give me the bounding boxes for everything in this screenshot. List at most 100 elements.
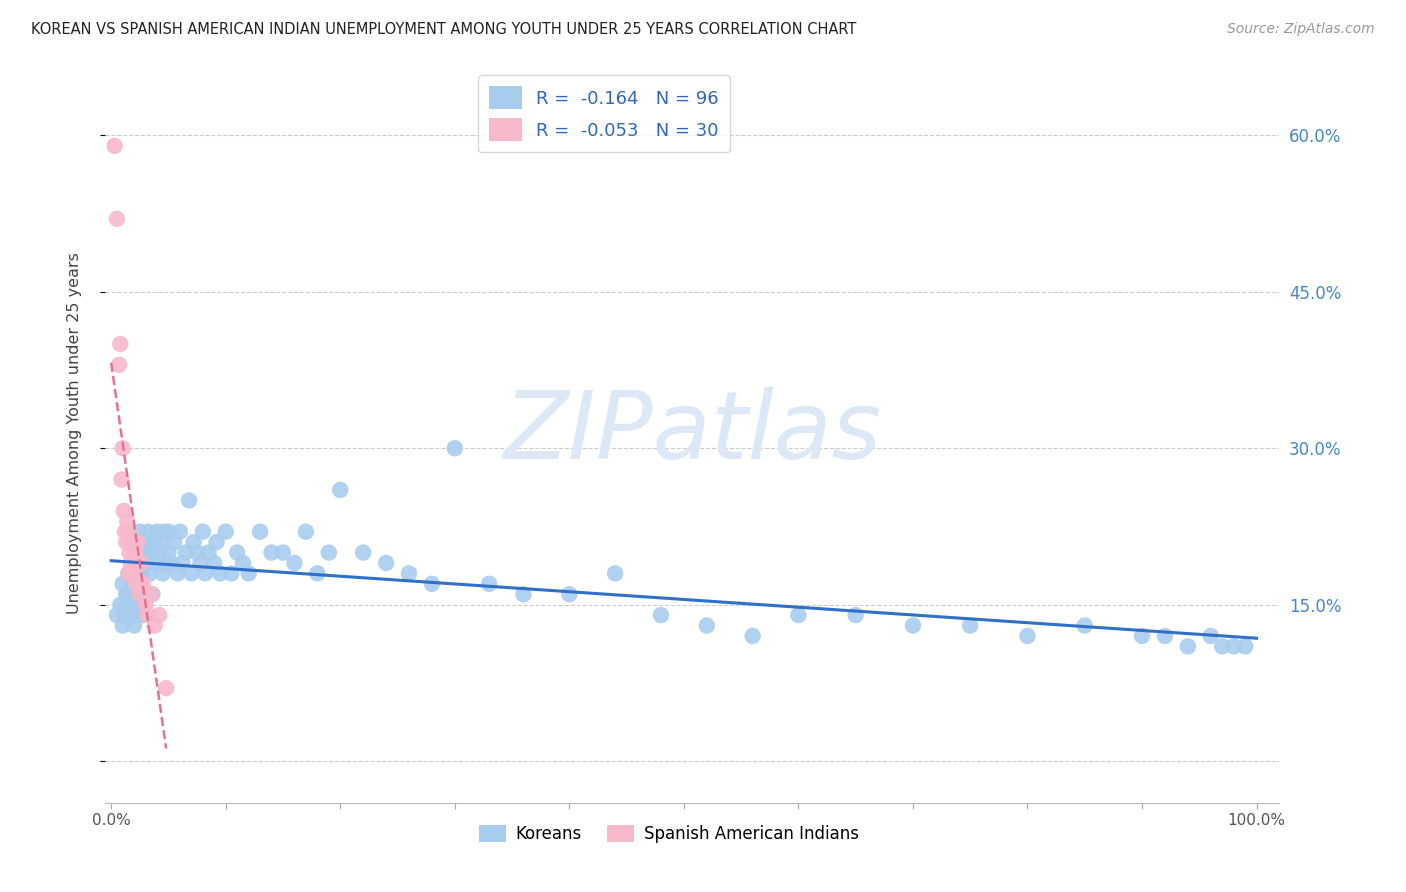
Point [128,577,150,591]
Point [141,587,163,601]
Point [197,545,219,559]
Point [959,618,981,632]
Point [141,545,163,559]
Point [249,524,271,539]
Point [155,556,177,570]
Point [127,556,149,570]
Point [208,566,231,581]
Point [131,566,153,581]
Point [1222,640,1244,654]
Point [478,577,501,591]
Point [558,587,581,601]
Point [112,504,135,518]
Point [845,608,868,623]
Point [163,535,186,549]
Point [139,566,162,581]
Point [122,566,145,581]
Point [172,556,194,570]
Point [115,598,138,612]
Point [190,556,212,570]
Point [174,545,197,559]
Point [141,587,163,601]
Point [271,545,294,559]
Y-axis label: Unemployment Among Youth under 25 years: Unemployment Among Youth under 25 years [67,252,82,614]
Point [215,524,238,539]
Point [146,524,169,539]
Point [650,608,672,623]
Point [115,535,138,549]
Point [135,535,157,549]
Point [205,535,228,549]
Point [111,577,134,591]
Point [155,681,177,695]
Point [121,535,143,549]
Point [352,545,374,559]
Point [398,566,420,581]
Point [111,618,134,632]
Point [135,598,157,612]
Point [122,608,145,623]
Point [1177,640,1199,654]
Point [512,587,534,601]
Point [194,566,217,581]
Point [1154,629,1177,643]
Text: ZIPatlas: ZIPatlas [503,387,882,478]
Point [117,524,139,539]
Point [1199,629,1222,643]
Point [146,556,169,570]
Point [129,587,152,601]
Point [110,473,132,487]
Point [329,483,352,497]
Point [129,556,152,570]
Point [191,524,214,539]
Point [132,577,155,591]
Point [295,524,318,539]
Legend: Koreans, Spanish American Indians: Koreans, Spanish American Indians [472,819,866,850]
Point [127,535,149,549]
Point [104,139,127,153]
Point [157,545,180,559]
Point [318,545,340,559]
Point [1211,640,1233,654]
Point [1017,629,1039,643]
Point [202,556,225,570]
Point [135,545,157,559]
Point [238,566,260,581]
Point [166,566,188,581]
Point [157,524,180,539]
Point [148,545,170,559]
Point [1234,640,1257,654]
Point [226,545,249,559]
Point [136,608,159,623]
Point [787,608,810,623]
Point [124,545,146,559]
Point [105,211,128,226]
Point [232,556,254,570]
Point [152,566,174,581]
Point [148,608,170,623]
Point [696,618,718,632]
Point [114,608,136,623]
Point [1130,629,1153,643]
Point [128,587,150,601]
Point [443,442,465,456]
Point [186,545,208,559]
Point [110,598,132,612]
Point [153,524,176,539]
Point [117,608,139,623]
Point [420,577,443,591]
Point [180,566,202,581]
Point [605,566,627,581]
Point [150,535,173,549]
Point [128,577,150,591]
Point [901,618,924,632]
Point [307,566,329,581]
Point [135,556,157,570]
Point [118,545,141,559]
Point [1074,618,1097,632]
Point [110,337,132,351]
Point [111,442,134,456]
Point [122,587,145,601]
Point [221,566,243,581]
Point [117,566,139,581]
